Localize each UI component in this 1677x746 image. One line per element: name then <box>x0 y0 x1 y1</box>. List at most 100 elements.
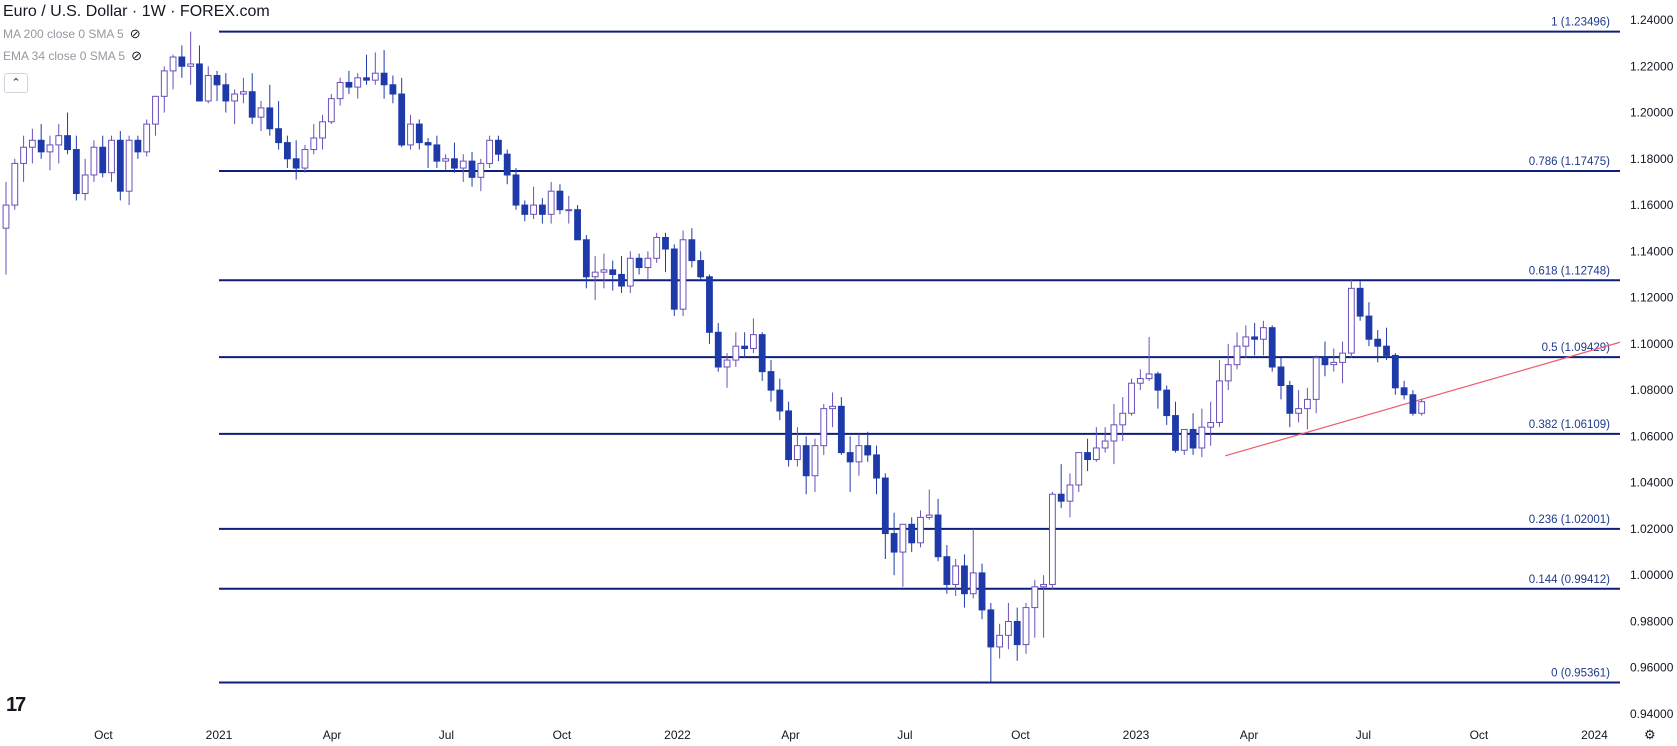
candle-body <box>1057 493 1065 502</box>
candle <box>116 131 124 201</box>
candle-body <box>996 634 1004 648</box>
candle-body <box>196 63 203 102</box>
candle-body <box>1005 620 1012 636</box>
price-tick-label: 1.20000 <box>1630 106 1674 120</box>
eye-crossed-icon[interactable]: ⊘ <box>129 26 141 41</box>
candle-body <box>310 137 318 151</box>
candle-body <box>1048 493 1056 585</box>
candle-body <box>345 81 353 88</box>
candle <box>336 77 344 106</box>
indicator-ma200[interactable]: MA 200 close 0 SMA 5 ⊘ <box>3 24 270 44</box>
candle <box>600 253 608 289</box>
candle <box>1022 602 1030 654</box>
candle-body <box>1277 366 1285 387</box>
candle <box>1119 397 1127 442</box>
candle <box>196 45 203 102</box>
candle-body <box>582 239 590 278</box>
candle <box>37 124 45 159</box>
candle <box>855 434 863 476</box>
candle <box>811 438 819 492</box>
candle <box>292 140 300 180</box>
candle-body <box>301 149 309 169</box>
candle-body <box>565 209 573 212</box>
candle <box>899 523 907 587</box>
candle <box>635 253 643 275</box>
candle <box>11 158 19 210</box>
candle-body <box>855 445 863 463</box>
candle <box>908 517 916 553</box>
candle <box>1189 413 1197 455</box>
candle-body <box>793 445 801 461</box>
candle <box>1066 473 1074 518</box>
candle <box>319 114 326 150</box>
candle-body <box>688 239 696 262</box>
candle <box>521 200 529 222</box>
candle-body <box>486 139 494 164</box>
candle <box>20 135 27 182</box>
candle-body <box>28 139 36 148</box>
candle <box>1031 579 1039 638</box>
candle-body <box>1128 382 1135 414</box>
price-axis[interactable]: 1.24000 1.22000 1.20000 1.18000 1.16000 1.140… <box>1630 13 1674 721</box>
candle-body <box>371 72 379 81</box>
indicator-ema34[interactable]: EMA 34 close 0 SMA 5 ⊘ <box>3 46 270 66</box>
candle <box>653 232 661 263</box>
candle <box>1040 575 1047 638</box>
candle-body <box>750 334 757 349</box>
candle-body <box>1233 345 1241 366</box>
candle-body <box>785 410 792 461</box>
candle-body <box>714 331 722 368</box>
candle-body <box>1084 452 1091 461</box>
candle <box>1180 428 1188 455</box>
candle-body <box>292 158 300 169</box>
candle-body <box>1224 364 1232 382</box>
candle-body <box>1312 357 1320 400</box>
candle-body <box>732 345 740 361</box>
eye-crossed-icon[interactable]: ⊘ <box>131 48 142 63</box>
symbol-title[interactable]: Euro / U.S. Dollar · 1W · FOREX.com <box>3 3 270 20</box>
time-tick-label: Jul <box>1356 728 1371 742</box>
candle <box>741 332 749 358</box>
candle <box>354 73 362 99</box>
time-tick-label: Apr <box>323 728 342 742</box>
candle <box>1172 401 1179 453</box>
price-tick-label: 1.14000 <box>1630 244 1674 258</box>
candle <box>46 135 54 171</box>
candle <box>451 142 458 173</box>
candle <box>662 232 669 273</box>
price-tick-label: 0.98000 <box>1630 614 1674 628</box>
candle-body <box>20 146 27 164</box>
candle <box>1295 390 1302 423</box>
candle <box>1260 320 1267 356</box>
candle <box>72 135 80 201</box>
candle <box>442 154 450 171</box>
chevron-up-icon[interactable]: ⌃ <box>4 73 28 93</box>
candle <box>820 404 828 455</box>
tradingview-logo[interactable]: 17 <box>6 694 26 716</box>
candle-body <box>1207 422 1215 428</box>
candle <box>934 498 942 562</box>
candle-body <box>451 158 458 169</box>
candle-body <box>257 107 265 118</box>
candle-body <box>1260 327 1267 340</box>
candle-body <box>116 139 124 192</box>
candle <box>433 135 441 169</box>
candle-body <box>1198 426 1206 449</box>
candle-body <box>134 139 142 153</box>
candle <box>556 184 564 215</box>
price-tick-label: 1.04000 <box>1630 476 1674 490</box>
gear-icon[interactable]: ⚙ <box>1644 727 1656 742</box>
candle <box>240 77 247 104</box>
time-axis[interactable]: Oct 2021 Apr Jul Oct 2022 Apr Jul Oct 2023 Apr Jul O… <box>94 728 1608 742</box>
candle-body <box>1092 447 1100 461</box>
candle <box>723 353 731 388</box>
candle <box>143 119 151 157</box>
candle <box>1233 332 1241 370</box>
candle-body <box>152 95 159 125</box>
candle <box>345 70 353 95</box>
candle-body <box>1136 378 1144 384</box>
candle <box>987 602 995 682</box>
candle-body <box>591 271 599 278</box>
candle-body <box>556 190 564 211</box>
